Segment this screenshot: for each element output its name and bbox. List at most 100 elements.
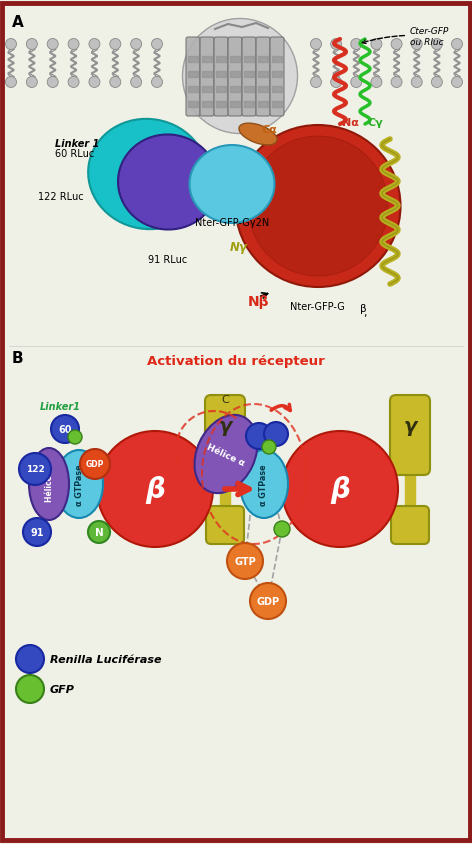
- Ellipse shape: [29, 448, 69, 521]
- Text: 60: 60: [58, 425, 72, 435]
- Circle shape: [351, 40, 362, 51]
- Bar: [216, 87, 226, 93]
- FancyBboxPatch shape: [270, 38, 284, 116]
- Circle shape: [110, 40, 121, 51]
- Circle shape: [351, 78, 362, 89]
- Text: Cα: Cα: [262, 125, 278, 135]
- Circle shape: [68, 78, 79, 89]
- Circle shape: [6, 78, 17, 89]
- FancyBboxPatch shape: [242, 38, 256, 116]
- Text: Renilla Luciférase: Renilla Luciférase: [50, 654, 161, 664]
- Text: Cγ: Cγ: [368, 118, 384, 127]
- FancyBboxPatch shape: [205, 396, 245, 475]
- Text: Nγ: Nγ: [230, 241, 248, 253]
- Circle shape: [152, 40, 162, 51]
- Bar: [202, 57, 212, 63]
- FancyBboxPatch shape: [228, 38, 242, 116]
- Bar: [216, 102, 226, 108]
- Bar: [258, 72, 268, 78]
- Circle shape: [16, 645, 44, 674]
- Ellipse shape: [97, 431, 213, 548]
- Bar: [272, 102, 282, 108]
- Ellipse shape: [194, 415, 258, 494]
- Text: Nter-GFP-G: Nter-GFP-G: [290, 301, 345, 311]
- Text: ,: ,: [363, 307, 366, 317]
- Circle shape: [452, 78, 463, 89]
- FancyBboxPatch shape: [256, 38, 270, 116]
- Bar: [220, 469, 230, 511]
- Text: GDP: GDP: [86, 460, 104, 469]
- Circle shape: [371, 78, 382, 89]
- Circle shape: [131, 78, 142, 89]
- Bar: [272, 57, 282, 63]
- FancyBboxPatch shape: [390, 396, 430, 475]
- Text: α GTPase: α GTPase: [75, 463, 84, 506]
- Circle shape: [331, 78, 342, 89]
- Ellipse shape: [248, 137, 388, 277]
- Text: GTP: GTP: [234, 556, 256, 566]
- Text: Nα: Nα: [342, 118, 359, 127]
- Text: γ: γ: [219, 417, 232, 436]
- Circle shape: [246, 424, 272, 450]
- Bar: [188, 87, 198, 93]
- Circle shape: [274, 522, 290, 538]
- Circle shape: [311, 78, 321, 89]
- Text: γ: γ: [404, 417, 417, 436]
- Circle shape: [262, 441, 276, 454]
- Text: β: β: [145, 475, 165, 503]
- Bar: [188, 72, 198, 78]
- Circle shape: [68, 430, 82, 445]
- FancyBboxPatch shape: [391, 506, 429, 544]
- Bar: [244, 102, 254, 108]
- FancyBboxPatch shape: [186, 38, 200, 116]
- Ellipse shape: [189, 146, 275, 224]
- Ellipse shape: [236, 126, 401, 288]
- Circle shape: [89, 40, 100, 51]
- Text: 122: 122: [25, 465, 44, 474]
- Bar: [230, 87, 240, 93]
- Text: 91: 91: [30, 528, 44, 538]
- Text: C: C: [221, 394, 229, 404]
- Circle shape: [68, 40, 79, 51]
- Text: 60 RLuc: 60 RLuc: [55, 149, 94, 159]
- Circle shape: [411, 78, 422, 89]
- Bar: [230, 72, 240, 78]
- Ellipse shape: [183, 19, 297, 134]
- Circle shape: [80, 450, 110, 479]
- Bar: [230, 57, 240, 63]
- Bar: [258, 87, 268, 93]
- Ellipse shape: [118, 135, 218, 230]
- Bar: [202, 102, 212, 108]
- Ellipse shape: [240, 451, 288, 518]
- Text: Nter-GFP-Gγ2N: Nter-GFP-Gγ2N: [195, 218, 269, 228]
- Circle shape: [51, 415, 79, 443]
- Circle shape: [411, 40, 422, 51]
- Text: β: β: [360, 304, 367, 314]
- Ellipse shape: [55, 451, 103, 518]
- Text: GDP: GDP: [256, 597, 279, 606]
- Ellipse shape: [239, 124, 277, 146]
- Circle shape: [250, 583, 286, 619]
- Circle shape: [371, 40, 382, 51]
- Text: A: A: [12, 15, 24, 30]
- Text: Linker1: Linker1: [40, 402, 80, 412]
- Circle shape: [152, 78, 162, 89]
- Ellipse shape: [88, 120, 208, 230]
- Bar: [188, 102, 198, 108]
- Text: N: N: [94, 528, 103, 538]
- FancyBboxPatch shape: [214, 38, 228, 116]
- Circle shape: [26, 40, 37, 51]
- Circle shape: [110, 78, 121, 89]
- Text: 122 RLuc: 122 RLuc: [38, 192, 84, 202]
- Circle shape: [88, 522, 110, 544]
- Bar: [258, 57, 268, 63]
- Circle shape: [23, 518, 51, 546]
- Bar: [244, 57, 254, 63]
- Bar: [272, 72, 282, 78]
- Text: Cter-GFP
ou Rluc: Cter-GFP ou Rluc: [362, 27, 449, 46]
- Circle shape: [6, 40, 17, 51]
- Circle shape: [452, 40, 463, 51]
- Circle shape: [311, 40, 321, 51]
- Bar: [216, 72, 226, 78]
- Bar: [244, 87, 254, 93]
